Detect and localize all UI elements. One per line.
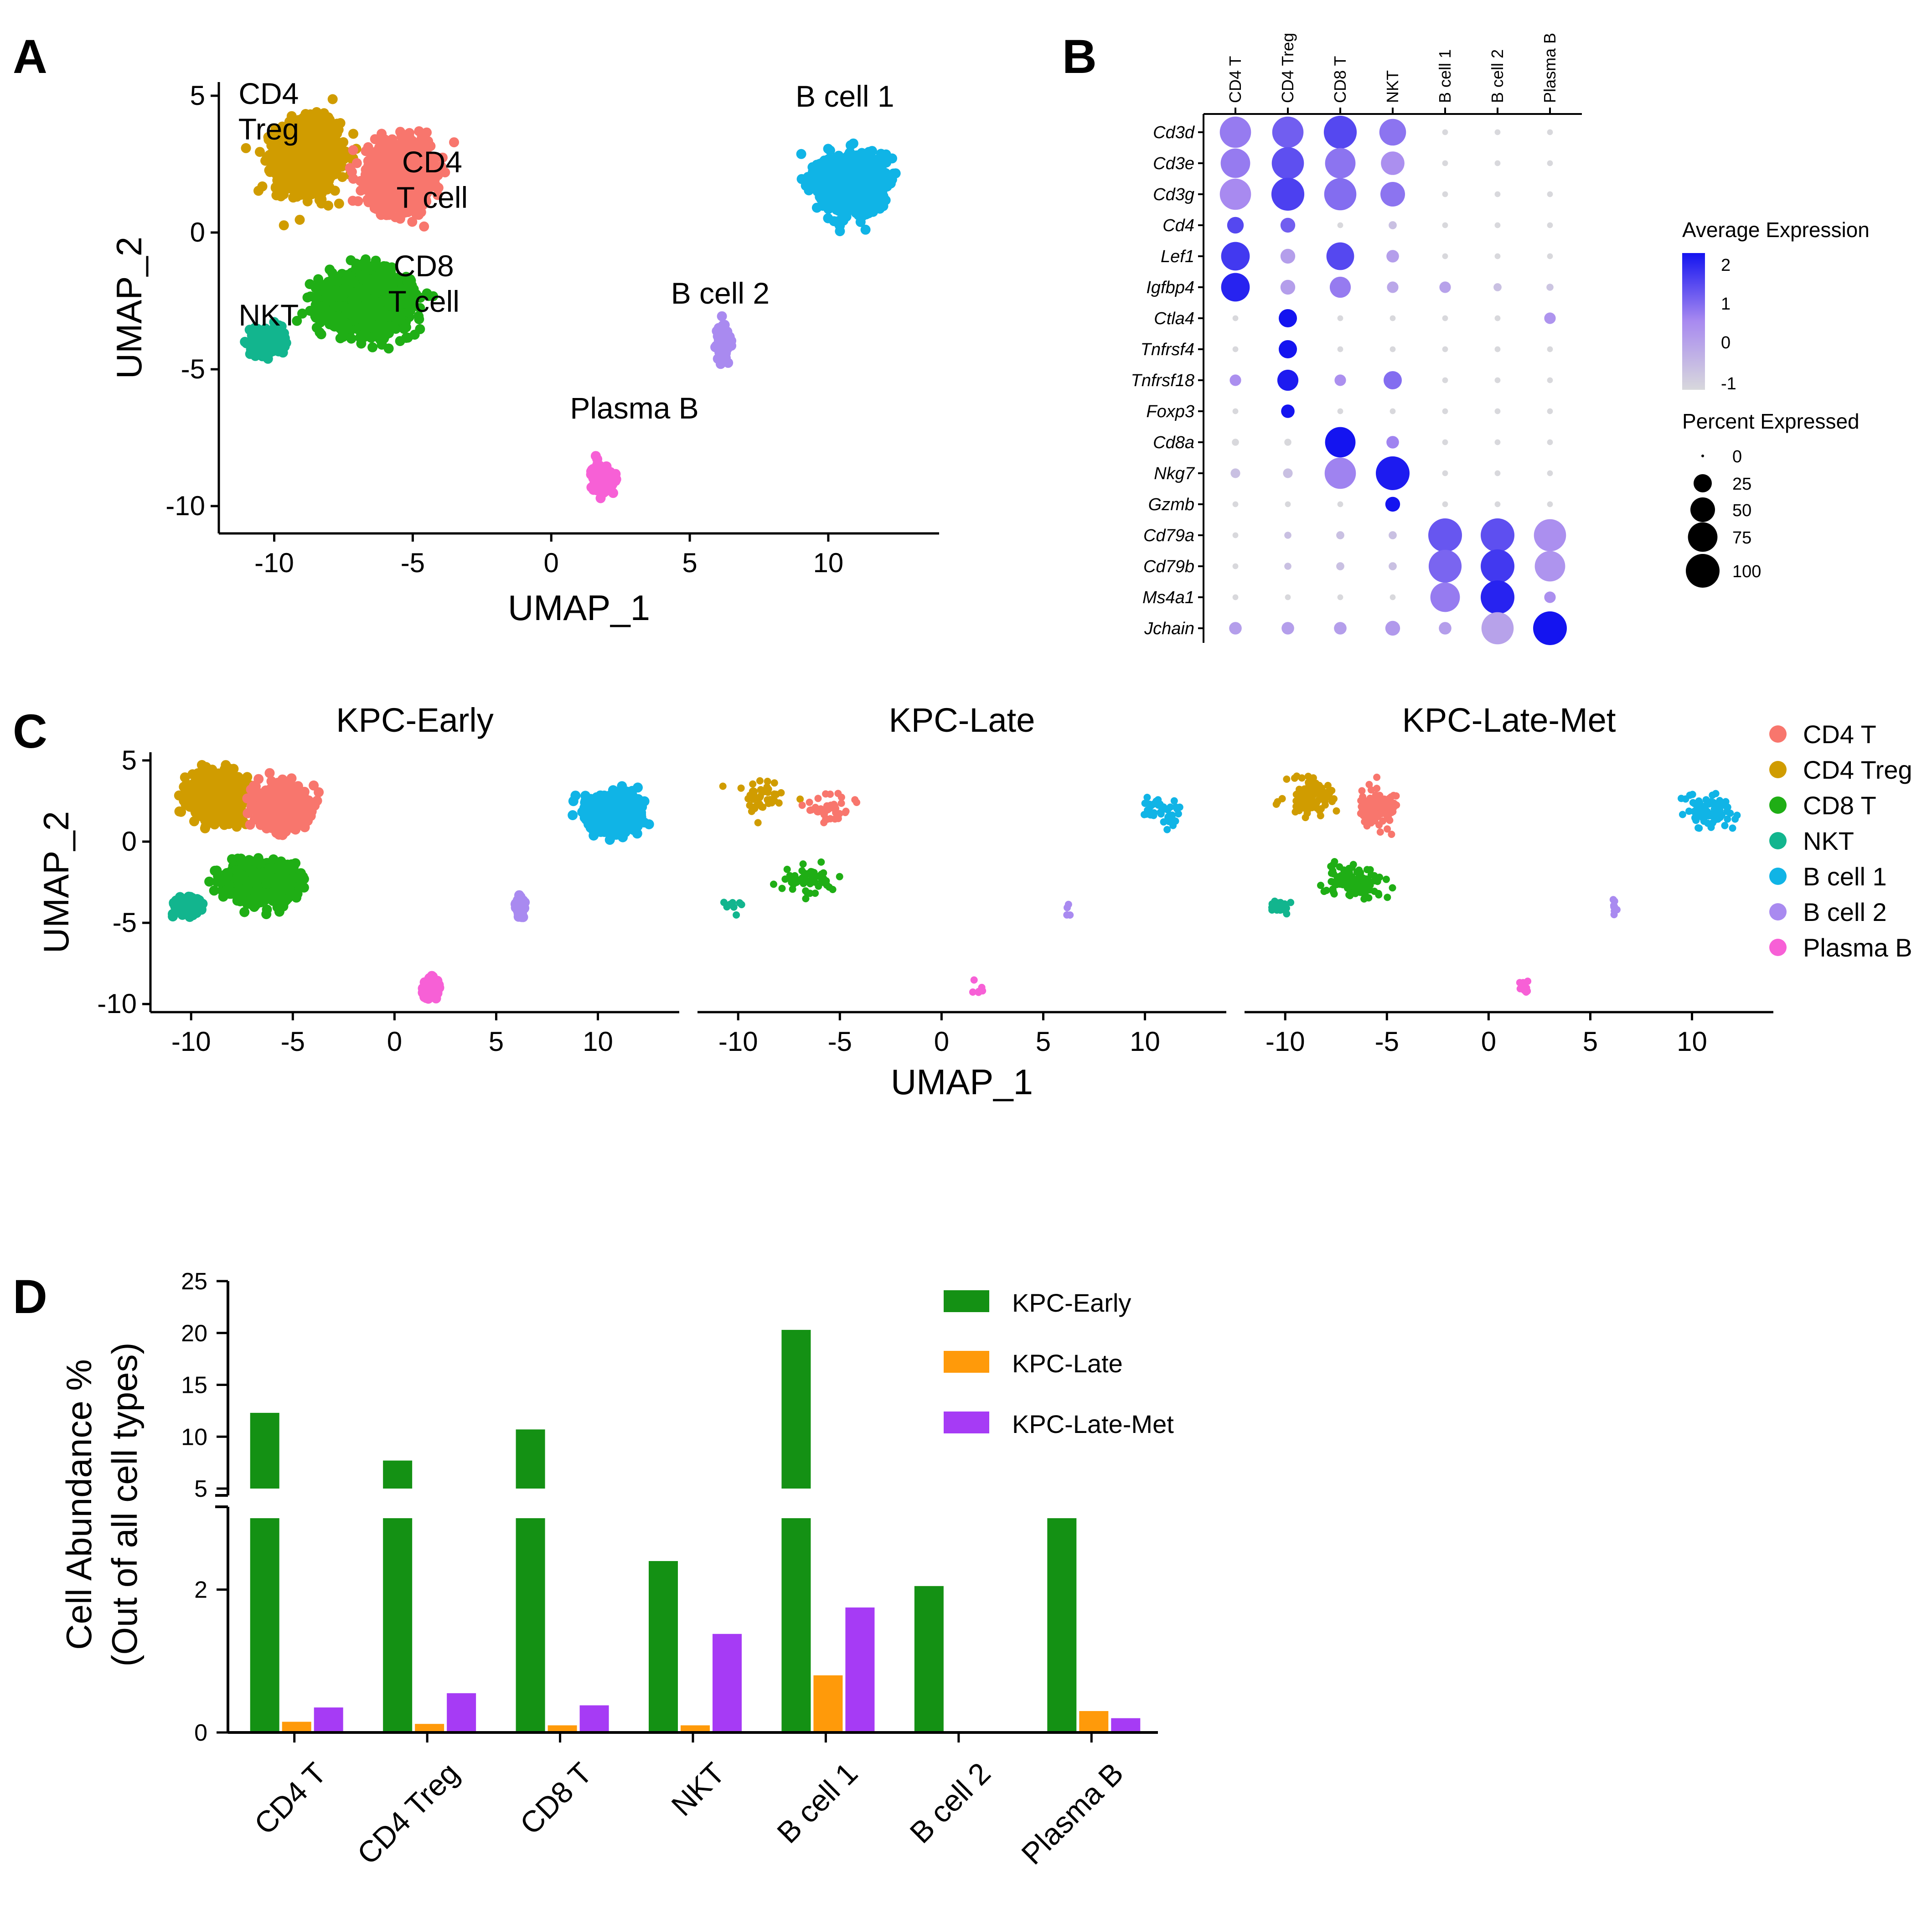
point-cd8-t: [331, 287, 341, 298]
point-cd8-t: [330, 301, 341, 312]
point-cd4-treg: [299, 186, 310, 197]
point-cd4-treg: [324, 124, 335, 134]
point-cd4-treg: [348, 129, 358, 139]
point-cd4-treg: [283, 158, 294, 169]
point-cd4-t: [351, 158, 362, 168]
point-cd4-t: [374, 159, 385, 170]
point-cd4-t: [419, 221, 429, 232]
point-cd4-t: [348, 145, 358, 155]
point-cd4-t: [372, 179, 382, 189]
panel-label-c: C: [13, 705, 47, 758]
point-cd8-t: [355, 332, 365, 343]
point-cd4-t: [407, 217, 418, 227]
point-cd4-treg: [257, 181, 268, 191]
point-cd8-t: [368, 285, 379, 295]
point-cd4-treg: [316, 188, 327, 199]
point-cd8-t: [357, 284, 367, 295]
point-cd4-treg: [310, 146, 320, 157]
panel-label-a: A: [13, 30, 47, 83]
point-cd4-treg: [310, 176, 321, 187]
point-cd8-t: [311, 292, 321, 302]
point-cd4-t: [404, 133, 415, 143]
point-cd8-t: [346, 333, 356, 344]
point-cd8-t: [381, 330, 391, 340]
point-cd4-t: [347, 196, 358, 206]
point-cd4-t: [363, 197, 374, 207]
panel-label-d: D: [13, 1270, 47, 1324]
point-cd4-t: [381, 210, 392, 220]
point-cd4-treg: [327, 94, 338, 104]
point-cd4-treg: [241, 143, 251, 153]
point-cd8-t: [367, 342, 378, 352]
point-cd8-t: [367, 261, 378, 271]
point-cd8-t: [352, 259, 362, 269]
point-cd8-t: [331, 275, 342, 285]
point-cd8-t: [305, 279, 315, 290]
point-cd4-treg: [294, 215, 305, 225]
point-cd4-treg: [308, 156, 318, 167]
point-cd4-t: [385, 176, 396, 187]
point-cd8-t: [403, 332, 413, 343]
point-cd4-t: [422, 127, 432, 138]
panel-a-points: [240, 94, 901, 503]
point-nkt: [261, 338, 271, 348]
point-cd4-treg: [324, 160, 334, 170]
point-cd4-treg: [272, 175, 283, 186]
point-cd8-t: [366, 302, 376, 313]
point-cd4-treg: [332, 145, 342, 156]
point-b-cell-1: [796, 149, 806, 159]
point-cd8-t: [401, 322, 411, 332]
point-cd8-t: [348, 292, 358, 302]
umap-panel-a: -10 -5 0 5 1050-5-10UMAP_1UMAP_2CD4TregCD4T …: [109, 77, 939, 628]
point-cd8-t: [380, 272, 391, 282]
point-cd8-t: [333, 315, 343, 326]
point-cd4-treg: [276, 191, 286, 202]
point-cd4-treg: [311, 107, 322, 117]
point-cd8-t: [359, 275, 369, 285]
point-cd8-t: [377, 311, 387, 321]
point-cd4-treg: [279, 220, 289, 231]
point-cd4-t: [346, 167, 357, 177]
point-cd8-t: [313, 274, 324, 284]
point-cd8-t: [366, 332, 377, 343]
point-cd4-treg: [325, 170, 336, 180]
point-cd8-t: [311, 322, 322, 333]
point-cd4-t: [386, 150, 397, 160]
point-cd8-t: [342, 321, 353, 331]
point-cd4-treg: [281, 180, 292, 190]
panel-label-b: B: [1062, 30, 1097, 83]
point-cd4-treg: [334, 198, 344, 209]
point-cd4-t: [356, 186, 366, 196]
point-cd8-t: [316, 302, 327, 312]
point-cd8-t: [346, 307, 356, 318]
point-cd8-t: [305, 305, 315, 316]
point-cd4-treg: [319, 146, 329, 156]
